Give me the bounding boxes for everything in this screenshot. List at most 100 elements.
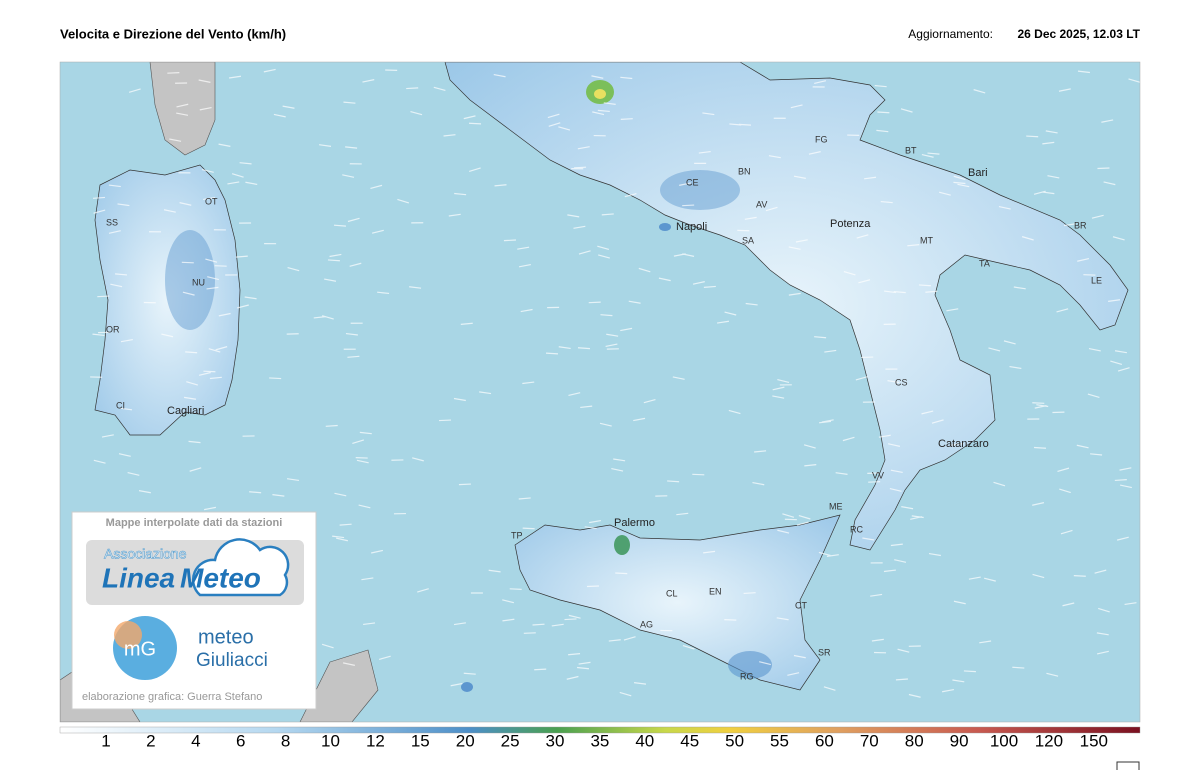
update-time: 26 Dec 2025, 12.03 LT [1017, 27, 1140, 41]
wind-arrow [167, 73, 179, 74]
wind-spot [594, 89, 606, 99]
place-label: TP [511, 530, 523, 540]
place-label: RG [740, 671, 754, 681]
wind-arrow [574, 167, 586, 168]
wind-arrow [523, 528, 535, 529]
place-label: Palermo [614, 517, 655, 529]
place-label: CI [116, 400, 125, 410]
place-label: ME [829, 501, 843, 511]
wind-arrow [215, 266, 227, 267]
scale-tick-label: 45 [680, 731, 699, 750]
wind-arrow [326, 426, 338, 427]
wind-arrow [724, 620, 736, 621]
place-label: OR [106, 324, 120, 334]
wind-arrow [667, 481, 679, 482]
scale-tick-label: 60 [815, 731, 834, 750]
scale-tick-label: 6 [236, 731, 245, 750]
update-label: Aggiornamento: [908, 27, 993, 41]
scale-tick-label: 30 [546, 731, 565, 750]
place-label: VV [872, 470, 884, 480]
wind-arrow [1034, 447, 1046, 448]
wind-arrow [877, 112, 889, 113]
wind-arrow [692, 474, 704, 475]
place-label: OT [205, 196, 218, 206]
place-label: TA [979, 258, 990, 268]
wind-arrow [682, 205, 694, 206]
wind-arrow [504, 240, 516, 241]
place-label: LE [1091, 275, 1102, 285]
wind-arrow [269, 378, 281, 379]
place-label: CS [895, 377, 908, 387]
scale-tick-label: 20 [456, 731, 475, 750]
place-label: CL [666, 588, 678, 598]
scale-tick-label: 25 [501, 731, 520, 750]
scale-tick-label: 2 [146, 731, 155, 750]
scale-tick-label: 4 [191, 731, 200, 750]
wind-arrow [1115, 480, 1127, 481]
wind-arrow [964, 671, 976, 672]
place-label: NU [192, 277, 205, 287]
place-label: RC [850, 524, 863, 534]
wind-arrow [1074, 576, 1086, 577]
wind-arrow [469, 123, 481, 124]
place-label: Napoli [676, 221, 707, 233]
caption: Mappe interpolate dati da stazioni [106, 517, 283, 529]
scale-tick-label: 70 [860, 731, 879, 750]
place-label: MT [920, 235, 933, 245]
wind-arrow [868, 482, 880, 483]
title: Velocita e Direzione del Vento (km/h) [60, 26, 286, 41]
scale-tick-label: 50 [725, 731, 744, 750]
wind-arrow [546, 353, 558, 354]
place-label: SA [742, 235, 754, 245]
place-label: Potenza [830, 218, 871, 230]
scale-tick-label: 10 [321, 731, 340, 750]
mg-icon: mG [124, 638, 156, 660]
place-label: CT [795, 600, 807, 610]
wind-arrow [1012, 667, 1024, 668]
scale-tick-label: 150 [1080, 731, 1108, 750]
wind-arrow [1026, 136, 1038, 137]
wind-spot [614, 535, 630, 555]
place-label: BN [738, 166, 751, 176]
place-label: BT [905, 145, 917, 155]
corner-box [1117, 762, 1139, 770]
wind-arrow [406, 88, 418, 89]
wind-spot [165, 230, 215, 330]
island [659, 223, 671, 231]
island [461, 682, 473, 692]
wind-arrow [896, 679, 908, 680]
place-label: EN [709, 586, 722, 596]
scale-tick-label: 12 [366, 731, 385, 750]
credit: elaborazione grafica: Guerra Stefano [82, 691, 262, 703]
place-label: SS [106, 217, 118, 227]
scale-tick-label: 120 [1035, 731, 1063, 750]
wind-arrow [459, 484, 471, 485]
wind-arrow [328, 260, 340, 261]
scale-tick-label: 90 [950, 731, 969, 750]
place-label: Cagliari [167, 405, 204, 417]
scale-tick-label: 15 [411, 731, 430, 750]
brand-linea: Linea [102, 562, 175, 593]
wind-arrow [533, 624, 545, 625]
wind-arrow [534, 669, 546, 670]
wind-arrow [589, 302, 601, 303]
wind-arrow [615, 573, 627, 574]
place-label: Bari [968, 167, 988, 179]
scale-tick-label: 55 [770, 731, 789, 750]
place-label: BR [1074, 220, 1087, 230]
scale-tick-label: 80 [905, 731, 924, 750]
wind-arrow [1032, 403, 1044, 404]
wind-arrow [510, 589, 522, 590]
place-label: SR [818, 647, 831, 657]
scale-tick-label: 8 [281, 731, 290, 750]
association: Associazione [104, 546, 187, 562]
brand-meteo: Meteo [180, 562, 261, 593]
place-label: AG [640, 619, 653, 629]
logo-box: Mappe interpolate dati da stazioni Assoc… [72, 512, 316, 709]
place-label: FG [815, 134, 828, 144]
wind-arrow [587, 586, 599, 587]
scale-tick-label: 40 [635, 731, 654, 750]
scale-tick-label: 35 [590, 731, 609, 750]
